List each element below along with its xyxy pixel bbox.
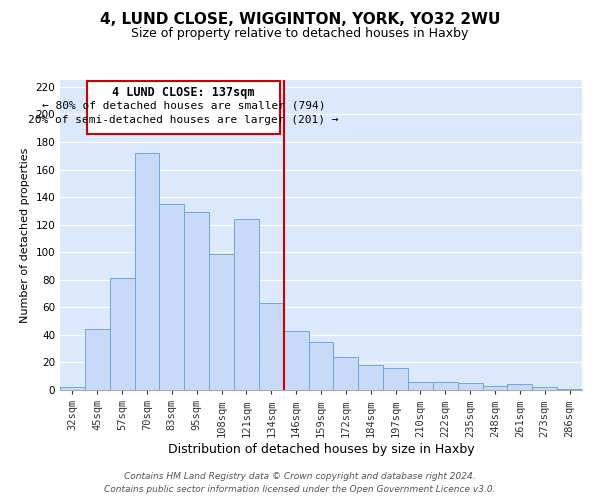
Bar <box>209 254 234 390</box>
Bar <box>234 219 259 390</box>
Text: ← 80% of detached houses are smaller (794): ← 80% of detached houses are smaller (79… <box>42 100 325 110</box>
Text: 4 LUND CLOSE: 137sqm: 4 LUND CLOSE: 137sqm <box>112 86 255 98</box>
Bar <box>458 383 482 390</box>
Bar <box>334 357 358 390</box>
Bar <box>532 387 557 390</box>
Bar <box>383 368 408 390</box>
Bar <box>408 382 433 390</box>
Text: Contains HM Land Registry data © Crown copyright and database right 2024.
Contai: Contains HM Land Registry data © Crown c… <box>104 472 496 494</box>
Bar <box>259 303 284 390</box>
Bar <box>557 388 582 390</box>
Text: 4, LUND CLOSE, WIGGINTON, YORK, YO32 2WU: 4, LUND CLOSE, WIGGINTON, YORK, YO32 2WU <box>100 12 500 28</box>
Bar <box>284 331 308 390</box>
Bar <box>85 330 110 390</box>
Bar <box>433 382 458 390</box>
Y-axis label: Number of detached properties: Number of detached properties <box>20 148 30 322</box>
Bar <box>60 387 85 390</box>
Bar <box>184 212 209 390</box>
Bar <box>160 204 184 390</box>
Text: 20% of semi-detached houses are larger (201) →: 20% of semi-detached houses are larger (… <box>28 116 339 126</box>
FancyBboxPatch shape <box>88 82 280 134</box>
Bar <box>134 153 160 390</box>
Bar <box>308 342 334 390</box>
Bar <box>482 386 508 390</box>
X-axis label: Distribution of detached houses by size in Haxby: Distribution of detached houses by size … <box>167 444 475 456</box>
Text: Size of property relative to detached houses in Haxby: Size of property relative to detached ho… <box>131 28 469 40</box>
Bar <box>110 278 134 390</box>
Bar <box>508 384 532 390</box>
Bar <box>358 365 383 390</box>
